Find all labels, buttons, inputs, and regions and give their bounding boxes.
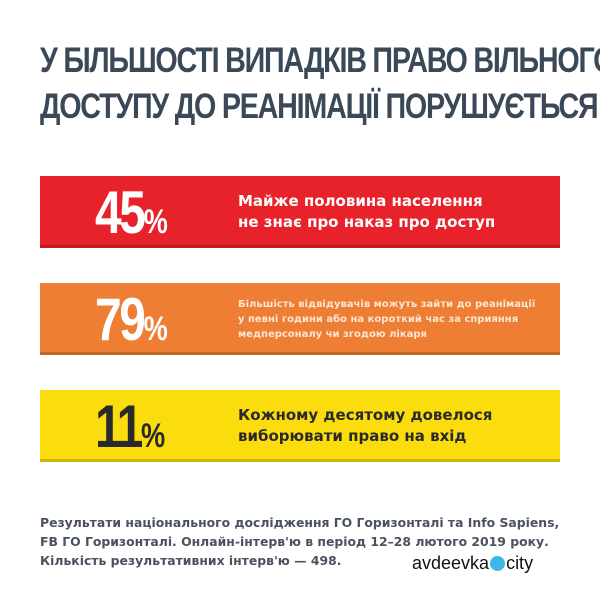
headline-line-1: У БІЛЬШОСТІ ВИПАДКІВ ПРАВО ВІЛЬНОГО xyxy=(40,41,600,80)
headline: У БІЛЬШОСТІ ВИПАДКІВ ПРАВО ВІЛЬНОГО ДОСТ… xyxy=(40,38,600,130)
stat-banner-11: 11% Кожному десятому довелося виборювати … xyxy=(40,390,560,462)
stat-value: 11% xyxy=(95,393,166,460)
source-note: Результати національного дослідження ГО … xyxy=(40,515,560,568)
globe-icon xyxy=(490,556,506,571)
stat-banner-79: 79% Більшість відвідувачів можуть зайти … xyxy=(40,283,560,355)
watermark-logo: avdeevka city xyxy=(412,553,534,573)
stat-description: Кожному десятому довелося виборювати прав… xyxy=(238,406,493,445)
headline-line-2: ДОСТУПУ ДО РЕАНІМАЦІЇ ПОРУШУЄТЬСЯ xyxy=(40,87,599,126)
stat-value: 45% xyxy=(95,179,168,246)
stat-description: Більшість відвідувачів можуть зайти до р… xyxy=(238,298,536,340)
stat-banner-45: 45% Майже половина населення не знає про … xyxy=(40,176,560,248)
stat-value: 79% xyxy=(95,286,168,353)
stat-description: Майже половина населення не знає про нака… xyxy=(238,192,496,231)
